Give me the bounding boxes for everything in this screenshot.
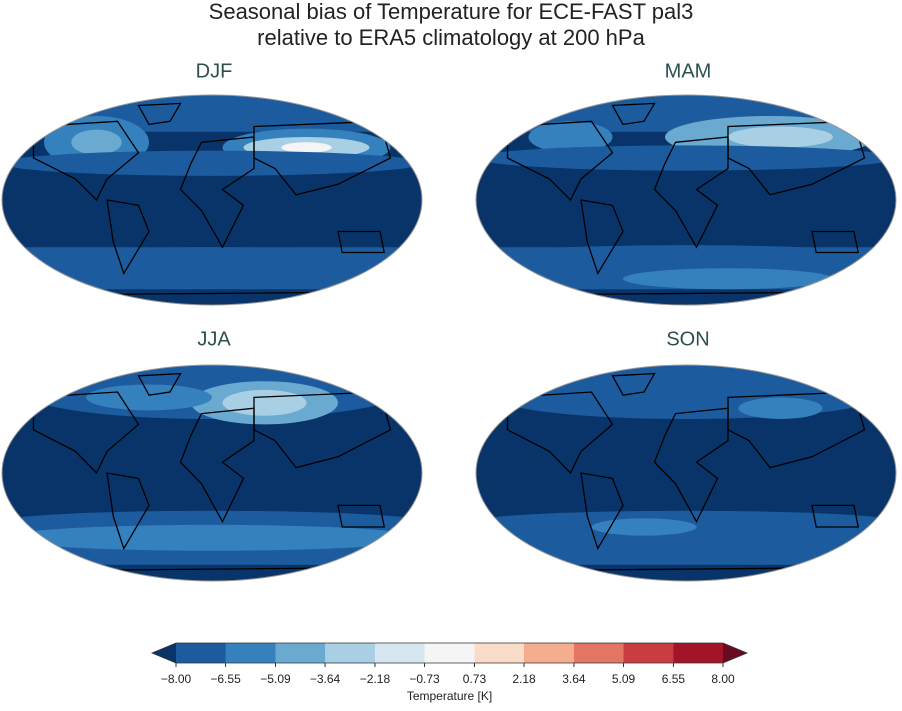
map-border xyxy=(1,94,423,306)
coastline xyxy=(337,230,385,254)
coastline xyxy=(506,391,614,475)
panel-label: DJF xyxy=(196,60,233,82)
colorbar-extend-low xyxy=(152,643,176,663)
panel-label: SON xyxy=(666,328,709,350)
map-patch xyxy=(476,145,896,171)
colorbar-tick-label: −2.18 xyxy=(360,672,391,686)
map-patch xyxy=(476,245,896,271)
coastline xyxy=(337,504,385,528)
map-border xyxy=(475,94,897,306)
coastline xyxy=(137,102,182,126)
map-border xyxy=(475,364,897,582)
coastline xyxy=(611,372,656,396)
map-panel xyxy=(2,95,422,305)
colorbar-extend-high xyxy=(723,643,747,663)
map-patch xyxy=(728,126,833,148)
map-patch xyxy=(738,397,823,420)
colorbar-segment xyxy=(325,643,376,663)
colorbar-segment xyxy=(474,643,525,663)
colorbar-tick-label: 5.09 xyxy=(612,672,636,686)
colorbar-segment xyxy=(424,643,475,663)
coastline xyxy=(106,199,150,276)
coastline xyxy=(32,120,140,202)
map-border xyxy=(1,364,423,582)
colorbar-tick-label: −0.73 xyxy=(409,672,440,686)
colorbar-label: Temperature [K] xyxy=(407,689,492,703)
map-panel xyxy=(2,365,422,581)
colorbar-tick-label: 3.64 xyxy=(562,672,586,686)
map-patch xyxy=(528,121,613,153)
map-patch xyxy=(222,389,307,416)
title-line: relative to ERA5 climatology at 200 hPa xyxy=(257,25,645,50)
title-line: Seasonal bias of Temperature for ECE-FAS… xyxy=(209,0,694,24)
colorbar-segment xyxy=(524,643,575,663)
map-patch xyxy=(2,524,422,551)
colorbar-segment xyxy=(673,643,724,663)
map-patch xyxy=(591,518,697,536)
colorbar-tick-label: 0.73 xyxy=(463,672,487,686)
coastline xyxy=(137,372,182,396)
colorbar-tick-label: 8.00 xyxy=(711,672,735,686)
map-panel xyxy=(476,95,896,305)
colorbar-segment xyxy=(573,643,625,663)
colorbar-tick-label: 6.55 xyxy=(662,672,686,686)
colorbar-segment xyxy=(374,643,426,663)
map-patch xyxy=(281,142,332,153)
map-patch xyxy=(2,247,422,269)
panel-label: JJA xyxy=(197,328,231,350)
colorbar-tick-label: −6.55 xyxy=(210,672,241,686)
colorbar-tick-label: 2.18 xyxy=(512,672,536,686)
colorbar-segment xyxy=(225,643,276,663)
coastline xyxy=(611,102,656,126)
coastline xyxy=(506,120,614,202)
map-patch xyxy=(623,268,833,290)
map-patch xyxy=(2,150,422,176)
colorbar-tick-label: −5.09 xyxy=(260,672,291,686)
colorbar-tick-label: −8.00 xyxy=(161,672,192,686)
coastline xyxy=(811,230,859,254)
colorbar-segment xyxy=(275,643,326,663)
map-patch xyxy=(476,510,896,533)
colorbar-tick-label: −3.64 xyxy=(310,672,341,686)
panel-label: MAM xyxy=(665,60,712,82)
coastline xyxy=(32,391,140,475)
coastline xyxy=(106,472,150,551)
map-patch xyxy=(71,129,122,155)
map-panel xyxy=(476,365,896,581)
map-patch xyxy=(86,384,212,411)
colorbar-segment xyxy=(623,643,674,663)
coastline xyxy=(811,504,859,528)
coastline xyxy=(580,199,624,276)
colorbar-segment xyxy=(176,643,227,663)
coastline xyxy=(580,472,624,551)
